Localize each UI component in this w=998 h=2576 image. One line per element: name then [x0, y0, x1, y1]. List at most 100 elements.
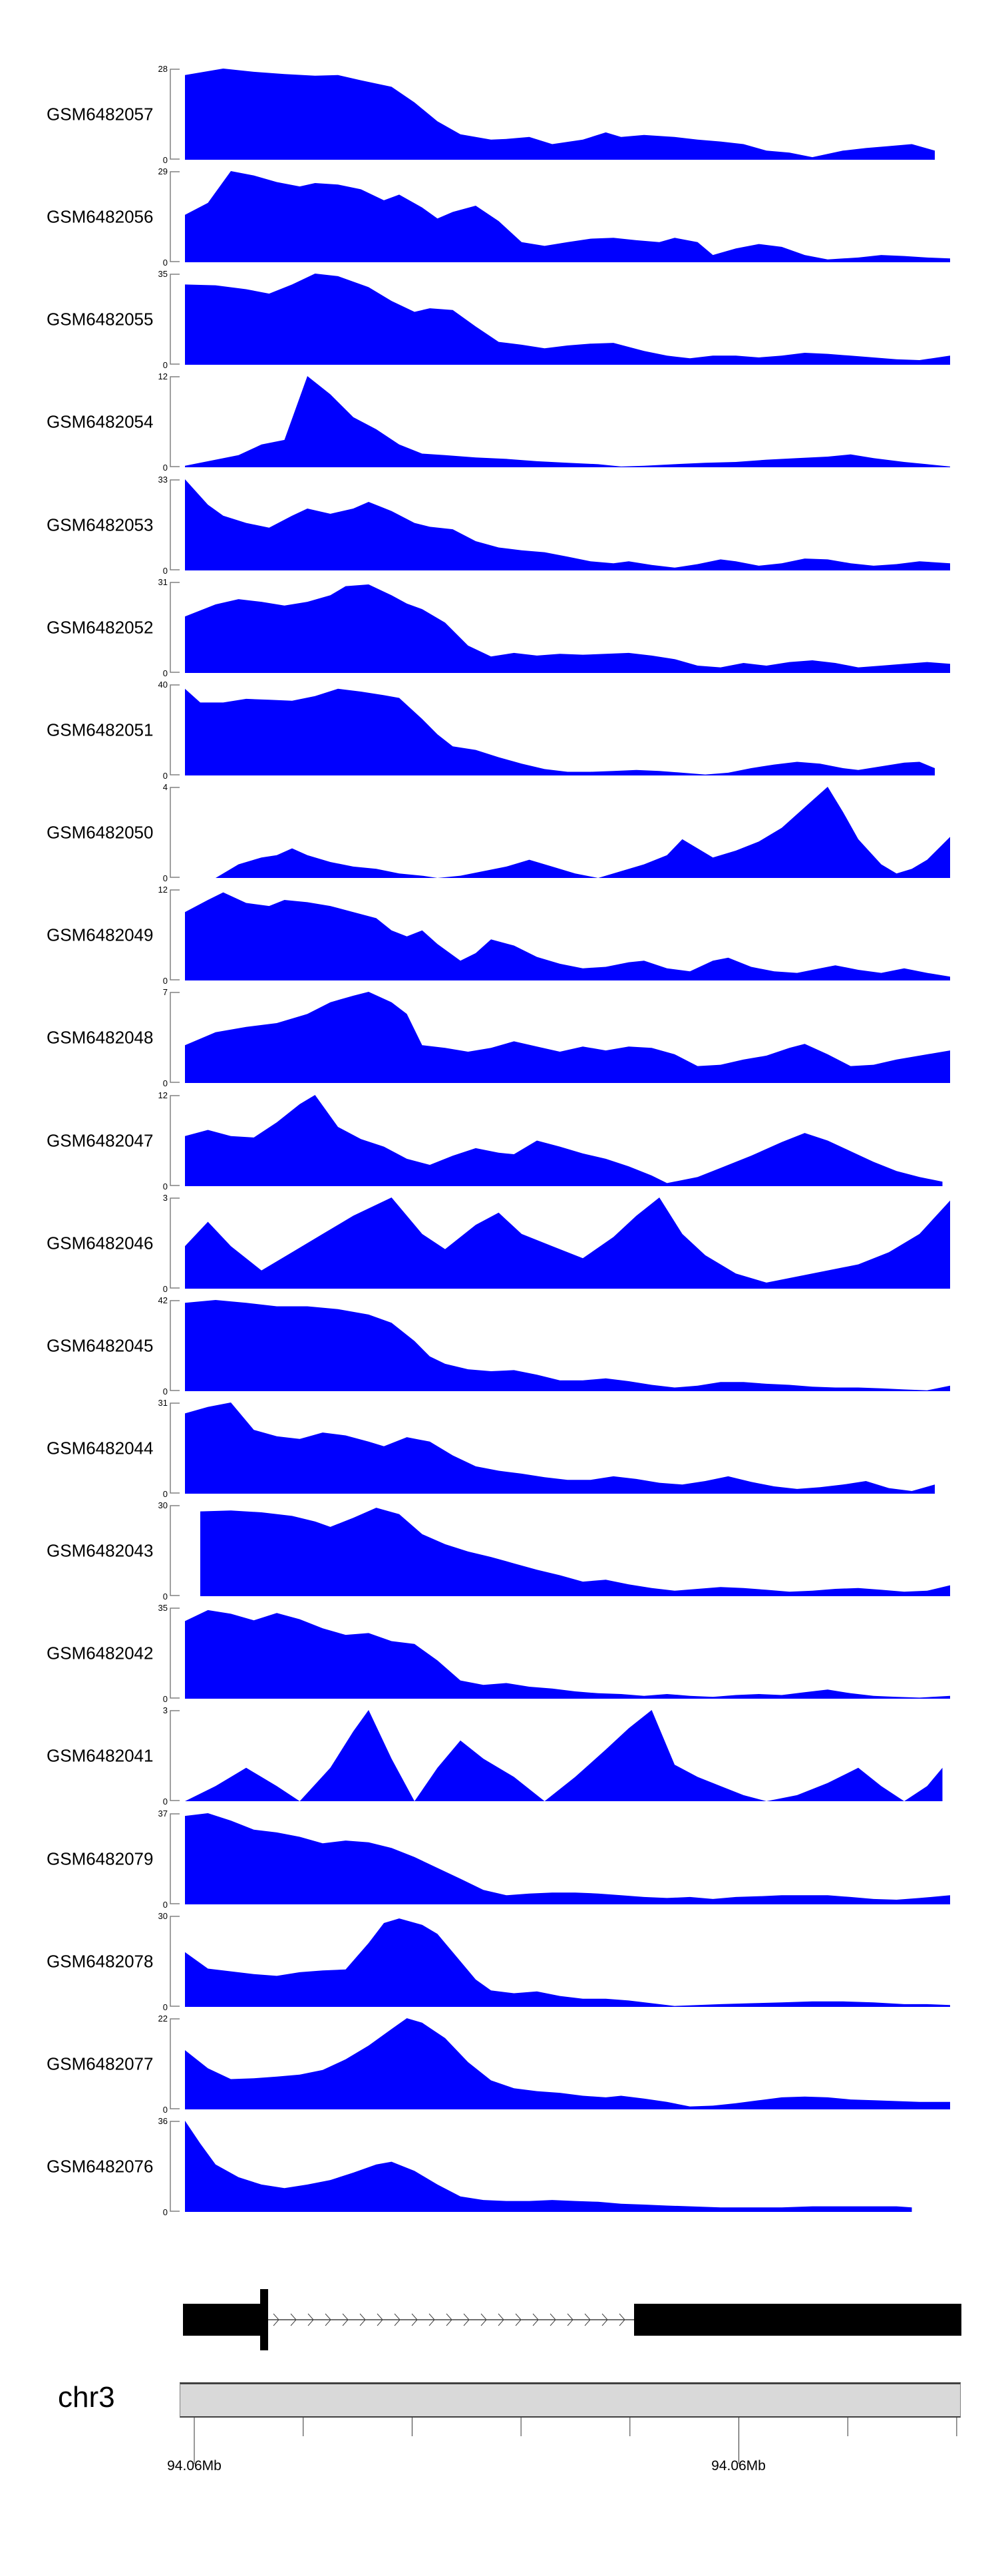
coverage-area-plot	[185, 892, 950, 980]
y-axis-max-label: 4	[162, 782, 168, 792]
y-axis-max-label: 7	[162, 987, 168, 997]
y-axis-max-label: 30	[158, 1500, 168, 1510]
y-axis-bracket	[170, 1916, 180, 2007]
coverage-area-plot	[185, 992, 950, 1083]
track-sample-label: GSM6482077	[47, 2053, 154, 2073]
coverage-area-polygon	[185, 2018, 950, 2109]
ruler-position-label-right: 94.06Mb	[711, 2458, 766, 2473]
y-axis-max-label: 35	[158, 269, 168, 279]
y-axis-max-label: 31	[158, 1398, 168, 1408]
track-sample-label: GSM6482076	[47, 2156, 154, 2176]
track-sample-label: GSM6482055	[47, 309, 154, 329]
coverage-area-polygon	[185, 1300, 950, 1391]
coverage-area-plot	[185, 688, 935, 775]
y-axis-zero-label: 0	[162, 771, 168, 781]
y-axis-zero-label: 0	[162, 1489, 168, 1499]
coverage-area-polygon	[185, 1813, 950, 1904]
track-sample-label: GSM6482042	[47, 1643, 154, 1663]
coverage-area-polygon	[185, 1197, 950, 1289]
chevron-right-icon	[480, 2313, 487, 2326]
coverage-area-plot	[185, 171, 950, 262]
coverage-area-plot	[185, 1095, 943, 1186]
y-axis-bracket	[170, 1813, 180, 1904]
y-axis-bracket	[170, 992, 180, 1083]
coverage-area-polygon	[216, 787, 950, 878]
track-sample-label: GSM6482041	[47, 1745, 154, 1765]
chevron-right-icon	[307, 2313, 314, 2326]
coverage-area-polygon	[185, 992, 950, 1083]
track-sample-label: GSM6482046	[47, 1233, 154, 1253]
coverage-area-plot	[185, 1710, 943, 1801]
coverage-track: GSM6482055 35 0	[0, 270, 998, 369]
chevron-right-icon	[377, 2313, 383, 2326]
y-axis-zero-label: 0	[162, 976, 168, 986]
coverage-track: GSM6482077 22 0	[0, 2014, 998, 2114]
y-axis-max-label: 37	[158, 1809, 168, 1819]
coverage-track: GSM6482079 37 0	[0, 1809, 998, 1909]
y-axis-zero-label: 0	[162, 566, 168, 576]
y-axis-bracket	[170, 274, 180, 365]
coverage-area-plot	[200, 1508, 950, 1596]
chevron-right-icon	[515, 2313, 522, 2326]
y-axis-bracket	[170, 1095, 180, 1186]
coverage-area-polygon	[185, 1402, 935, 1494]
y-axis-bracket	[170, 171, 180, 262]
y-axis-bracket	[170, 1402, 180, 1494]
coverage-area-plot	[185, 1813, 950, 1904]
coverage-area-polygon	[185, 1710, 943, 1801]
track-sample-label: GSM6482049	[47, 925, 154, 945]
ruler-position-label-left: 94.06Mb	[167, 2458, 222, 2473]
y-axis-zero-label: 0	[162, 258, 168, 268]
coverage-track: GSM6482053 33 0	[0, 475, 998, 575]
coverage-track: GSM6482050 4 0	[0, 783, 998, 883]
coverage-track: GSM6482078 30 0	[0, 1912, 998, 2012]
strand-direction-arrows	[273, 2313, 625, 2326]
coverage-area-plot	[185, 69, 935, 160]
coverage-area-plot	[185, 2121, 912, 2212]
chevron-right-icon	[359, 2313, 366, 2326]
y-axis-max-label: 31	[158, 577, 168, 587]
coverage-track: GSM6482043 30 0	[0, 1501, 998, 1601]
y-axis-max-label: 36	[158, 2116, 168, 2126]
coverage-track: GSM6482047 12 0	[0, 1091, 998, 1191]
coverage-area-polygon	[185, 584, 950, 673]
coverage-track: GSM6482051 40 0	[0, 680, 998, 780]
coverage-area-polygon	[200, 1508, 950, 1596]
y-axis-zero-label: 0	[162, 2105, 168, 2115]
coverage-track: GSM6482041 3 0	[0, 1706, 998, 1806]
y-axis-zero-label: 0	[162, 1900, 168, 1910]
y-axis-zero-label: 0	[162, 1797, 168, 1807]
y-axis-max-label: 35	[158, 1603, 168, 1613]
gene-model-track	[183, 2289, 961, 2350]
chevron-right-icon	[411, 2313, 418, 2326]
y-axis-bracket	[170, 889, 180, 980]
track-sample-label: GSM6482052	[47, 617, 154, 637]
coverage-area-plot	[185, 274, 950, 365]
y-axis-zero-label: 0	[162, 1387, 168, 1396]
chevron-right-icon	[325, 2313, 331, 2326]
coverage-area-plot	[185, 2018, 950, 2109]
track-sample-label: GSM6482056	[47, 206, 154, 226]
coverage-area-plot	[185, 1402, 935, 1494]
y-axis-bracket	[170, 69, 180, 160]
chevron-right-icon	[463, 2313, 470, 2326]
coverage-area-polygon	[185, 688, 935, 775]
chevron-right-icon	[446, 2313, 452, 2326]
y-axis-zero-label: 0	[162, 360, 168, 370]
coverage-area-polygon	[185, 892, 950, 980]
y-axis-bracket	[170, 582, 180, 673]
coverage-area-polygon	[185, 479, 950, 570]
track-sample-label: GSM6482047	[47, 1130, 154, 1150]
chevron-right-icon	[394, 2313, 401, 2326]
track-sample-label: GSM6482054	[47, 411, 154, 431]
y-axis-bracket	[170, 479, 180, 570]
y-axis-bracket	[170, 1300, 180, 1391]
coverage-track: GSM6482054 12 0	[0, 372, 998, 472]
y-axis-zero-label: 0	[162, 1181, 168, 1191]
coverage-track: GSM6482057 28 0	[0, 65, 998, 164]
y-axis-zero-label: 0	[162, 463, 168, 473]
y-axis-zero-label: 0	[162, 1694, 168, 1704]
y-axis-max-label: 3	[162, 1193, 168, 1203]
y-axis-max-label: 3	[162, 1705, 168, 1715]
coverage-track: GSM6482076 36 0	[0, 2117, 998, 2217]
